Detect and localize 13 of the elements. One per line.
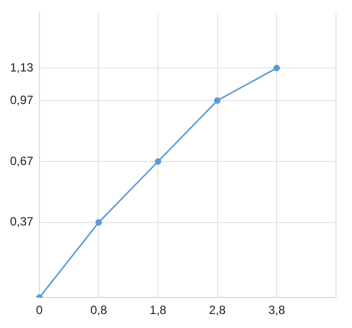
x-tick-label: 2,8: [209, 303, 226, 318]
x-tick-label: 0: [36, 303, 44, 318]
x-tick-label: 1,8: [150, 303, 167, 318]
y-tick-label: 0,67: [10, 154, 34, 168]
point: [154, 158, 162, 165]
x-tick-label: 0,8: [90, 303, 108, 318]
y-tick-label: 0,37: [10, 214, 34, 229]
point: [214, 97, 221, 104]
point: [95, 219, 102, 226]
y-tick-label: 0,97: [10, 92, 34, 107]
x-tick-label: 3,8: [268, 303, 286, 318]
y-tick-label: 1,13: [10, 60, 34, 74]
point: [273, 64, 280, 72]
